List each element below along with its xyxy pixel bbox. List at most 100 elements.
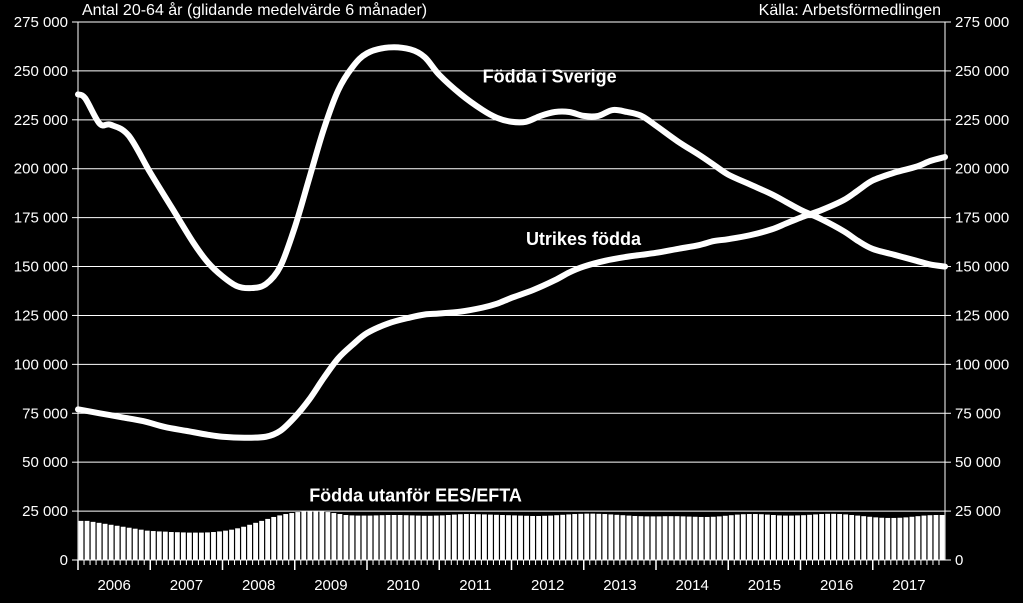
bar (368, 516, 373, 560)
bar (205, 532, 210, 560)
x-axis-label: 2006 (97, 577, 130, 594)
y-axis-label-left: 275 000 (14, 14, 68, 31)
bar (307, 511, 312, 560)
bar (765, 515, 770, 560)
bar (645, 516, 650, 560)
x-axis-label: 2013 (603, 577, 636, 594)
bar (717, 516, 722, 560)
y-axis-label-left: 0 (60, 552, 68, 569)
x-axis-label: 2012 (531, 577, 564, 594)
bar (578, 514, 583, 560)
bar (657, 516, 662, 560)
bar (440, 515, 445, 560)
chart-source-label: Källa: Arbetsförmedlingen (759, 2, 941, 19)
bar (259, 521, 264, 560)
y-axis-label-left: 175 000 (14, 210, 68, 227)
bar (759, 514, 764, 560)
y-axis-label-right: 150 000 (955, 259, 1009, 276)
bar (115, 526, 120, 560)
bar (867, 517, 872, 560)
bar (446, 515, 451, 560)
bar (283, 514, 288, 560)
y-axis-label-left: 250 000 (14, 63, 68, 80)
bar (795, 515, 800, 560)
x-axis-label: 2017 (892, 577, 925, 594)
bar (97, 523, 102, 560)
bar (518, 516, 523, 560)
bar (211, 532, 216, 560)
bar (614, 515, 619, 560)
bar (422, 516, 427, 560)
bar (777, 515, 782, 560)
bar (922, 516, 927, 560)
y-axis-label-left: 225 000 (14, 112, 68, 129)
bar (813, 514, 818, 560)
bar (663, 516, 668, 560)
bar (903, 517, 908, 560)
bar (675, 516, 680, 560)
bar (879, 518, 884, 560)
bar (693, 517, 698, 560)
bar (229, 530, 234, 560)
bar (560, 515, 565, 560)
chart-svg: 0025 00025 00050 00050 00075 00075 00010… (0, 0, 1023, 603)
bar (241, 527, 246, 560)
bar (831, 514, 836, 560)
bar (79, 521, 84, 560)
bar (350, 515, 355, 560)
y-axis-label-right: 250 000 (955, 63, 1009, 80)
bar (512, 515, 517, 560)
bar (861, 516, 866, 560)
x-axis-label: 2016 (820, 577, 853, 594)
y-axis-label-left: 25 000 (22, 503, 68, 520)
bar (741, 514, 746, 560)
bar (928, 515, 933, 560)
bar (639, 516, 644, 560)
bar (133, 529, 138, 560)
bar (825, 514, 830, 560)
bar (566, 514, 571, 560)
bar (121, 527, 126, 560)
bar (362, 516, 367, 560)
bar (482, 514, 487, 560)
bar (584, 514, 589, 560)
bar (849, 515, 854, 560)
bar (223, 531, 228, 560)
bar (934, 515, 939, 560)
bar (470, 514, 475, 560)
bar (633, 516, 638, 560)
y-axis-label-left: 75 000 (22, 405, 68, 422)
bar (488, 515, 493, 560)
bar (386, 515, 391, 560)
bar (331, 513, 336, 560)
bar (319, 511, 324, 560)
bar (572, 514, 577, 560)
bar (669, 516, 674, 560)
x-axis-label: 2010 (386, 577, 419, 594)
bar (428, 516, 433, 560)
bar (271, 517, 276, 560)
bar (789, 516, 794, 560)
bar (873, 517, 878, 560)
y-axis-label-right: 200 000 (955, 161, 1009, 178)
bar (536, 516, 541, 560)
bar (301, 511, 306, 560)
x-axis-label: 2007 (170, 577, 203, 594)
bar (247, 525, 252, 560)
y-axis-label-left: 125 000 (14, 307, 68, 324)
x-axis-label: 2014 (675, 577, 708, 594)
bar (711, 517, 716, 560)
bar (855, 516, 860, 560)
y-axis-label-right: 25 000 (955, 503, 1001, 520)
y-axis-label-left: 150 000 (14, 259, 68, 276)
bar (404, 515, 409, 560)
bar (187, 533, 192, 560)
series-label-sverige: Födda i Sverige (483, 67, 617, 87)
y-axis-label-left: 200 000 (14, 161, 68, 178)
x-axis-label: 2011 (459, 577, 491, 594)
bar (783, 516, 788, 560)
bar (151, 531, 156, 560)
bar (626, 516, 631, 560)
bar (175, 532, 180, 560)
y-axis-label-right: 125 000 (955, 307, 1009, 324)
